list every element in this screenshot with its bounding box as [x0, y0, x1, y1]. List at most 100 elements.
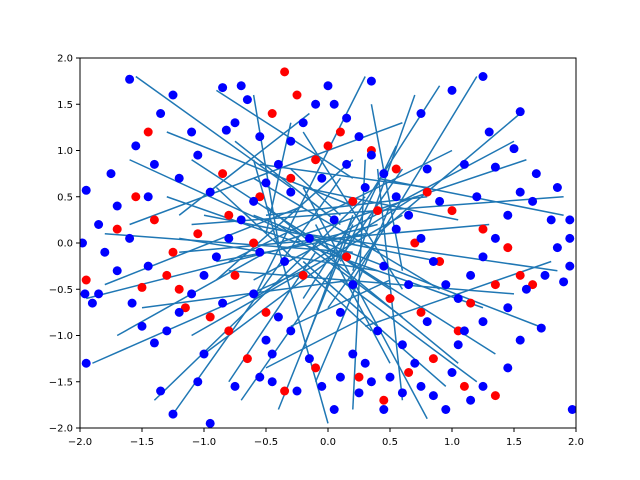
segment-line — [234, 140, 341, 226]
segment-line — [265, 205, 459, 364]
blue-point — [515, 335, 525, 345]
blue-point — [261, 178, 271, 188]
blue-point — [168, 90, 178, 100]
segment-line — [253, 196, 416, 300]
blue-point — [143, 261, 153, 271]
blue-point — [404, 280, 414, 290]
segment-line — [278, 159, 527, 244]
blue-point — [211, 252, 221, 262]
blue-point — [125, 74, 135, 84]
x-tick-label: 1.0 — [444, 437, 460, 448]
blue-point — [224, 233, 234, 243]
red-point — [478, 224, 488, 234]
blue-point — [143, 192, 153, 202]
red-point — [249, 238, 259, 248]
blue-point — [509, 144, 519, 154]
blue-point — [149, 159, 159, 169]
red-point — [242, 354, 252, 364]
blue-point — [329, 405, 339, 414]
red-point — [224, 326, 234, 336]
blue-point — [348, 349, 358, 359]
points-layer — [80, 67, 576, 428]
red-point — [143, 127, 153, 137]
segment-line — [327, 237, 379, 309]
blue-point — [230, 381, 240, 391]
blue-point — [515, 107, 525, 117]
segment-line — [228, 270, 515, 295]
blue-point — [174, 173, 184, 183]
blue-point — [478, 252, 488, 262]
blue-point — [503, 303, 513, 313]
y-axis: −2.0 −1.5 −1.0 −0.5 0.0 0.5 1.0 1.5 2.0 — [49, 54, 80, 435]
blue-point — [255, 132, 265, 142]
red-point — [261, 307, 271, 317]
red-point — [205, 312, 215, 322]
blue-point — [528, 196, 538, 206]
red-point — [385, 294, 395, 303]
blue-point — [329, 99, 339, 109]
blue-point — [416, 381, 426, 391]
blue-point — [342, 159, 352, 169]
blue-point — [267, 377, 277, 387]
blue-point — [193, 150, 203, 160]
blue-point — [565, 215, 575, 225]
red-point — [335, 127, 345, 137]
blue-point — [410, 358, 420, 368]
red-point — [404, 368, 414, 377]
y-tick-label: 1.5 — [57, 100, 73, 111]
blue-point — [348, 280, 358, 290]
blue-point — [255, 372, 265, 382]
blue-point — [366, 150, 376, 160]
x-tick-label: 1.5 — [506, 437, 522, 448]
blue-point — [255, 247, 265, 257]
red-point — [230, 270, 240, 280]
blue-point — [459, 326, 469, 336]
blue-point — [323, 81, 333, 91]
x-tick-label: −1.0 — [192, 437, 216, 448]
blue-point — [391, 224, 401, 234]
blue-point — [503, 363, 513, 373]
blue-point — [360, 358, 370, 368]
blue-point — [137, 321, 147, 331]
blue-point — [490, 162, 500, 172]
blue-point — [552, 183, 562, 192]
blue-point — [379, 405, 389, 414]
red-point — [286, 173, 296, 183]
blue-point — [466, 270, 476, 280]
red-point — [180, 303, 190, 313]
red-point — [342, 252, 352, 262]
y-tick-label: 0.0 — [57, 239, 73, 250]
blue-point — [490, 233, 500, 243]
segment-line — [252, 159, 329, 424]
blue-point — [127, 298, 137, 308]
blue-point — [366, 377, 376, 387]
blue-point — [536, 323, 546, 333]
segment-line — [253, 177, 440, 290]
blue-point — [218, 298, 228, 308]
blue-point — [416, 233, 426, 243]
red-point — [224, 210, 234, 220]
blue-point — [540, 270, 550, 280]
blue-point — [416, 109, 426, 118]
blue-point — [447, 85, 457, 95]
blue-point — [286, 326, 296, 336]
blue-point — [205, 418, 215, 428]
blue-point — [87, 298, 97, 308]
segment-line — [215, 159, 354, 281]
red-point — [435, 257, 445, 266]
segment-line — [166, 196, 484, 309]
red-point — [428, 354, 438, 364]
segment-line — [179, 237, 378, 272]
red-point — [503, 243, 513, 253]
x-tick-label: 0.5 — [382, 437, 398, 448]
segment-line — [339, 145, 397, 262]
blue-point — [273, 312, 283, 322]
blue-point — [236, 81, 246, 91]
blue-point — [261, 335, 271, 345]
blue-point — [199, 349, 209, 359]
x-tick-label: −2.0 — [68, 437, 92, 448]
blue-point — [199, 270, 209, 280]
blue-point — [428, 391, 438, 401]
blue-point — [447, 368, 457, 377]
